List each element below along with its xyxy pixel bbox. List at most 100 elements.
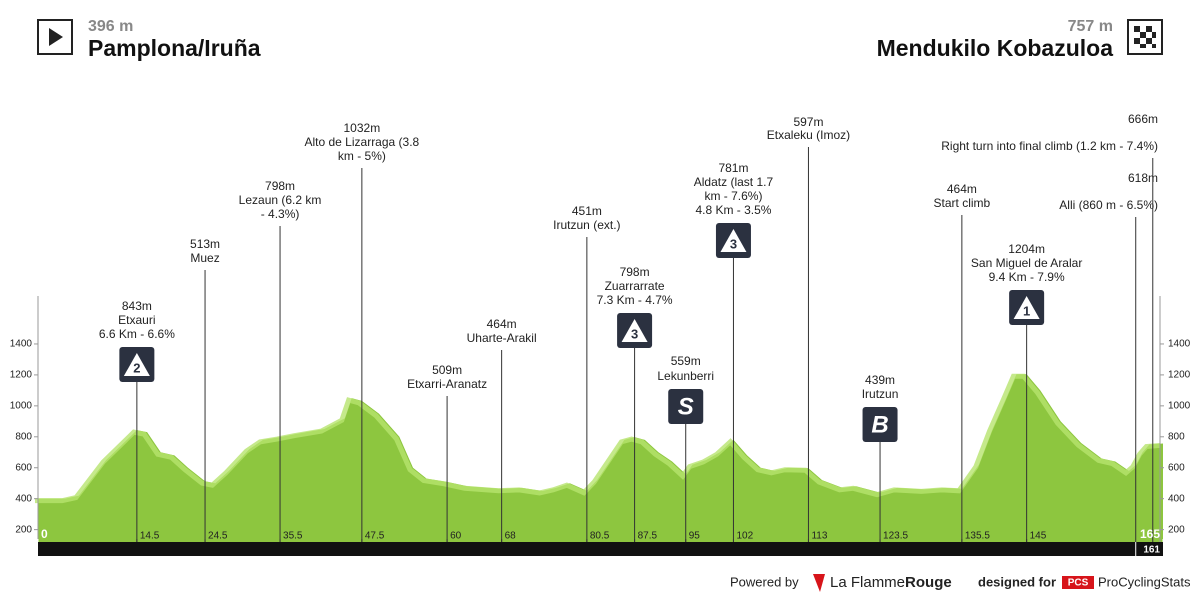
annotation-label: Etxauri bbox=[118, 313, 155, 327]
y-tick-label: 1200 bbox=[1168, 370, 1191, 381]
badge-text: 3 bbox=[730, 236, 737, 251]
finish-icon bbox=[1127, 19, 1163, 55]
badge-text: 1 bbox=[1023, 303, 1030, 318]
y-tick-label: 200 bbox=[1168, 524, 1185, 535]
badge-text: S bbox=[678, 393, 694, 420]
annotation-altitude: 509m bbox=[432, 363, 462, 377]
x-tick-label: 47.5 bbox=[365, 531, 385, 542]
annotation-label: km - 5%) bbox=[338, 149, 386, 163]
pcs-name: ProCyclingStats bbox=[1098, 574, 1191, 589]
annotation-label: Etxaleku (Imoz) bbox=[767, 128, 850, 142]
annotation-altitude: 1032m bbox=[344, 121, 381, 135]
annotation-label: 7.3 Km - 4.7% bbox=[597, 293, 673, 307]
brand: La FlammeRouge bbox=[830, 574, 952, 591]
start-icon-arrow bbox=[49, 28, 63, 46]
annotation-label: Right turn into final climb (1.2 km - 7.… bbox=[941, 139, 1158, 153]
annotation-label: Zuarrarrate bbox=[605, 279, 665, 293]
designed-for: designed for bbox=[978, 574, 1056, 589]
y-tick-label: 800 bbox=[1168, 431, 1185, 442]
y-tick-label: 1400 bbox=[10, 339, 33, 350]
x-tick-label: 123.5 bbox=[883, 531, 908, 542]
x-tick-label: 24.5 bbox=[208, 531, 228, 542]
annotation-label: Muez bbox=[190, 251, 219, 265]
y-tick-label: 1200 bbox=[10, 370, 33, 381]
annotation-altitude: 1204m bbox=[1008, 242, 1045, 256]
x-tick-label: 95 bbox=[689, 531, 701, 542]
annotation-label: Uharte-Arakil bbox=[467, 331, 537, 345]
finish-altitude: 757 m bbox=[1068, 18, 1113, 35]
annotation-label: Lekunberri bbox=[657, 369, 714, 383]
annotation-label: San Miguel de Aralar bbox=[971, 256, 1082, 270]
annotation-altitude: 464m bbox=[947, 182, 977, 196]
start-altitude: 396 m bbox=[88, 18, 133, 35]
annotation-altitude: 464m bbox=[487, 317, 517, 331]
annotation-altitude: 843m bbox=[122, 299, 152, 313]
x-tick-label: 14.5 bbox=[140, 531, 160, 542]
badge-triangle bbox=[123, 353, 150, 376]
annotation-altitude: 597m bbox=[793, 115, 823, 129]
annotation-altitude: 618m bbox=[1128, 171, 1158, 185]
y-tick-label: 600 bbox=[15, 462, 32, 473]
annotation-altitude: 513m bbox=[190, 237, 220, 251]
x-tick-label: 60 bbox=[450, 531, 462, 542]
annotation-label: 9.4 Km - 7.9% bbox=[989, 270, 1065, 284]
annotation-label: Aldatz (last 1.7 bbox=[694, 175, 774, 189]
brand-b: Rouge bbox=[905, 574, 952, 591]
annotation-label: Irutzun bbox=[862, 387, 899, 401]
annotation-label: 4.8 Km - 3.5% bbox=[695, 203, 771, 217]
badge bbox=[862, 407, 898, 442]
annotation-altitude: 781m bbox=[718, 161, 748, 175]
pcs-logo-text: PCS bbox=[1068, 578, 1089, 589]
badge bbox=[668, 389, 704, 424]
x-tick-label: 113 bbox=[811, 531, 827, 542]
badge-triangle bbox=[720, 229, 747, 252]
annotation-label: - 4.3%) bbox=[261, 207, 300, 221]
annotation-altitude: 666m bbox=[1128, 112, 1158, 126]
annotation-label: Etxarri-Aranatz bbox=[407, 377, 487, 391]
y-tick-label: 1000 bbox=[10, 400, 33, 411]
y-tick-label: 200 bbox=[15, 524, 32, 535]
pcs-logo bbox=[1062, 576, 1094, 589]
x-tick-label: 102 bbox=[736, 531, 753, 542]
y-tick-label: 1000 bbox=[1168, 400, 1191, 411]
x-tick-label: 145 bbox=[1030, 531, 1047, 542]
y-tick-label: 1400 bbox=[1168, 339, 1191, 350]
brand-a: La Flamme bbox=[830, 574, 905, 591]
annotation-label: Start climb bbox=[934, 196, 991, 210]
badge-triangle bbox=[621, 319, 648, 342]
annotation-altitude: 451m bbox=[572, 204, 602, 218]
powered-by: Powered by bbox=[730, 574, 799, 589]
annotation-altitude: 439m bbox=[865, 373, 895, 387]
y-tick-label: 800 bbox=[15, 431, 32, 442]
distance-bar bbox=[38, 542, 1163, 556]
annotation-label: 6.6 Km - 6.6% bbox=[99, 327, 175, 341]
annotation-altitude: 798m bbox=[620, 265, 650, 279]
x-tick-label: 87.5 bbox=[638, 531, 658, 542]
start-name: Pamplona/Iruña bbox=[88, 35, 261, 61]
x-tick-label: 0 bbox=[41, 527, 48, 541]
y-tick-label: 400 bbox=[1168, 493, 1185, 504]
annotation-label: Alli (860 m - 6.5%) bbox=[1059, 198, 1158, 212]
finish-name: Mendukilo Kobazuloa bbox=[877, 35, 1114, 61]
flammerouge-logo bbox=[813, 574, 825, 592]
x-tick-label: 135.5 bbox=[965, 531, 990, 542]
x-tick-label: 80.5 bbox=[590, 531, 610, 542]
elevation-highlight bbox=[35, 373, 1161, 504]
badge-text: 2 bbox=[133, 360, 140, 375]
badge-triangle bbox=[1013, 296, 1040, 319]
annotation-altitude: 798m bbox=[265, 179, 295, 193]
x-tick-label: 161 bbox=[1143, 545, 1160, 556]
start-icon bbox=[37, 19, 73, 55]
y-tick-label: 400 bbox=[15, 493, 32, 504]
badge-text: 3 bbox=[631, 326, 638, 341]
badge-text: B bbox=[871, 411, 888, 438]
x-tick-label: 165 bbox=[1140, 527, 1160, 541]
x-tick-label: 35.5 bbox=[283, 531, 303, 542]
y-tick-label: 600 bbox=[1168, 462, 1185, 473]
annotation-label: Irutzun (ext.) bbox=[553, 218, 620, 232]
annotation-label: Lezaun (6.2 km bbox=[239, 193, 322, 207]
annotation-label: Alto de Lizarraga (3.8 bbox=[304, 135, 419, 149]
